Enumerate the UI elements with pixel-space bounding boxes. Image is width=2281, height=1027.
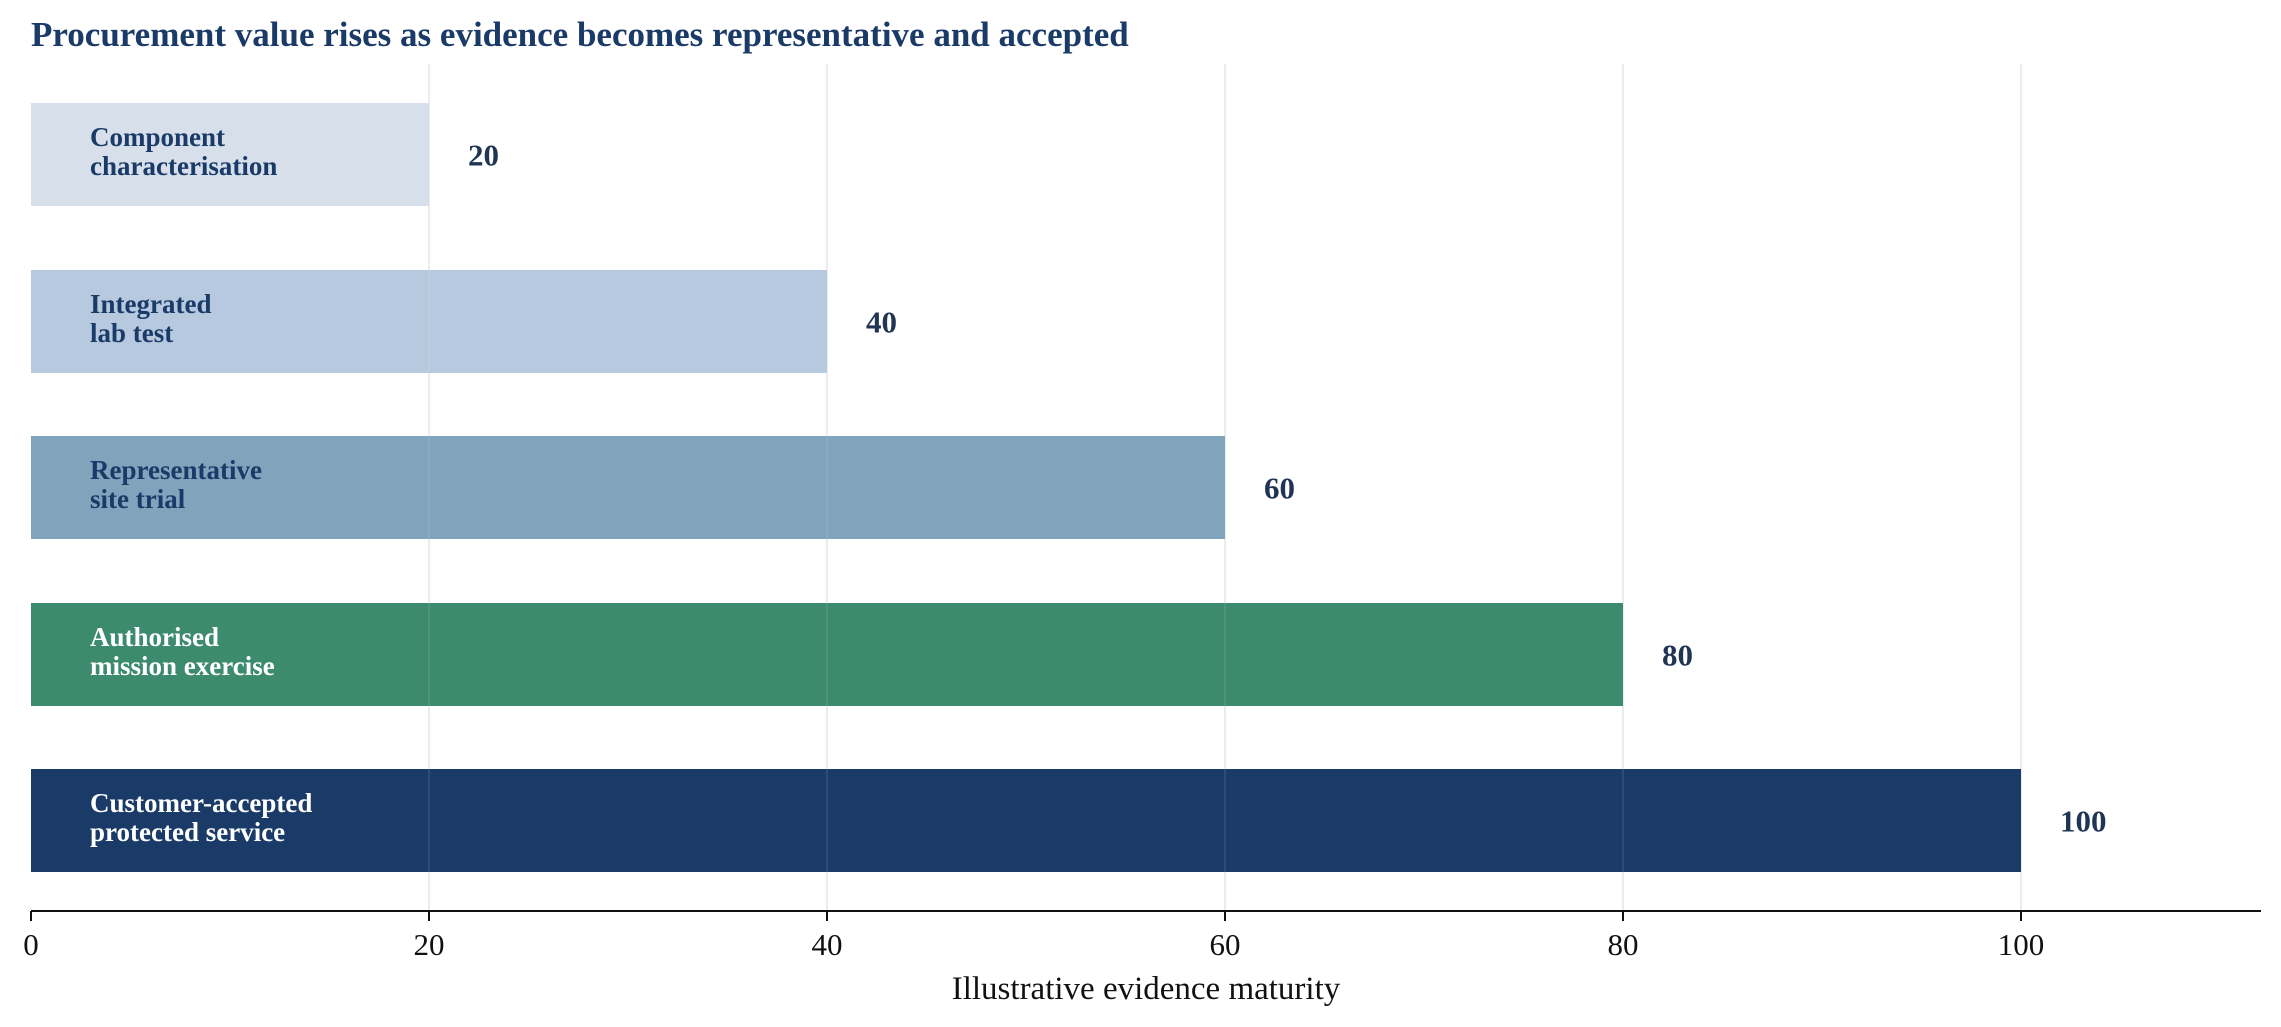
bar-category-label-line: protected service: [90, 817, 285, 847]
bar-category-label-line: characterisation: [90, 151, 277, 181]
x-tick-label-40: 40: [812, 927, 843, 962]
bar-category-label-2: Integrated lab test: [90, 289, 211, 348]
bar-category-label-line: Representative: [90, 455, 262, 485]
bar-category-label-5: Customer-accepted protected service: [90, 788, 312, 847]
bars-layer: Component characterisation 20 Integrated lab…: [31, 103, 2107, 872]
x-tick-label-20: 20: [414, 927, 445, 962]
bar-4: [31, 603, 1623, 706]
bar-5: [31, 769, 2021, 872]
value-label-5: 100: [2060, 804, 2107, 839]
x-tick-label-100: 100: [1998, 927, 2045, 962]
x-tick-label-0: 0: [23, 927, 39, 962]
value-label-3: 60: [1264, 471, 1295, 506]
bar-category-label-3: Representative site trial: [90, 455, 262, 514]
bar-category-label-line: lab test: [90, 318, 173, 348]
bar-category-label-line: Component: [90, 122, 225, 152]
bar-category-label-line: site trial: [90, 484, 186, 514]
bar-3: [31, 436, 1225, 539]
bar-category-label-line: mission exercise: [90, 651, 275, 681]
x-tick-label-60: 60: [1210, 927, 1241, 962]
value-label-4: 80: [1662, 638, 1693, 673]
bar-category-label-line: Integrated: [90, 289, 211, 319]
bar-category-label-line: Customer-accepted: [90, 788, 312, 818]
x-axis: 0 20 40 60 80 100: [23, 910, 2261, 962]
bar-category-label-1: Component characterisation: [90, 122, 277, 181]
value-label-1: 20: [468, 138, 499, 173]
chart-title: Procurement value rises as evidence beco…: [31, 15, 1129, 54]
bar-category-label-line: Authorised: [90, 622, 219, 652]
x-tick-label-80: 80: [1608, 927, 1639, 962]
x-axis-label: Illustrative evidence maturity: [952, 971, 1341, 1007]
bar-category-label-4: Authorised mission exercise: [90, 622, 275, 681]
bar-2: [31, 270, 827, 373]
value-label-2: 40: [866, 305, 897, 340]
bar-1: [31, 103, 429, 206]
